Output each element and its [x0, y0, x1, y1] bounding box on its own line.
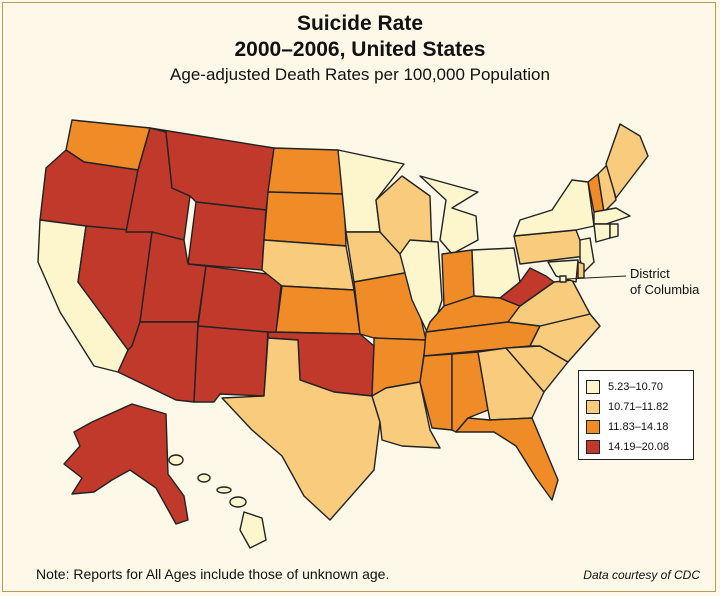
- hawaii-island-maui: [229, 496, 247, 508]
- state-NM[interactable]: [193, 325, 269, 403]
- dc-leader-line: [565, 275, 627, 280]
- state-AK[interactable]: [63, 403, 189, 525]
- hawaii-island-molokai: [216, 486, 232, 494]
- state-MA[interactable]: [593, 207, 631, 225]
- state-ND[interactable]: [267, 147, 345, 195]
- state-SD[interactable]: [263, 191, 347, 247]
- legend-label: 11.83–14.18: [608, 421, 669, 433]
- dc-label-line2: of Columbia: [630, 282, 700, 297]
- legend-swatch: [586, 440, 600, 454]
- hawaii-island-kauai: [168, 454, 184, 466]
- state-LA[interactable]: [371, 381, 441, 449]
- state-DC[interactable]: [559, 275, 567, 283]
- legend-swatch: [586, 420, 600, 434]
- map-title-line2: 2000–2006, United States: [234, 38, 486, 61]
- legend-item: 5.23–10.70: [586, 377, 687, 397]
- state-RI[interactable]: [609, 223, 619, 239]
- state-NY[interactable]: [513, 179, 595, 237]
- dc-label: District of Columbia: [630, 266, 699, 298]
- legend-label: 5.23–10.70: [608, 381, 664, 393]
- legend-item: 11.83–14.18: [586, 417, 687, 437]
- state-KS[interactable]: [275, 285, 361, 335]
- hawaii-island-big: [239, 511, 267, 549]
- state-ME[interactable]: [605, 123, 649, 199]
- state-WV[interactable]: [499, 267, 555, 307]
- state-DE[interactable]: [577, 261, 585, 279]
- legend: 5.23–10.70 10.71–11.82 11.83–14.18 14.19…: [578, 370, 694, 460]
- state-MD[interactable]: [547, 259, 579, 283]
- state-MI[interactable]: [419, 175, 479, 255]
- state-CT[interactable]: [593, 223, 611, 243]
- legend-swatch: [586, 380, 600, 394]
- state-FL[interactable]: [455, 417, 559, 501]
- state-HI[interactable]: [168, 454, 267, 549]
- legend-swatch: [586, 400, 600, 414]
- legend-item: 10.71–11.82: [586, 397, 687, 417]
- dc-label-line1: District: [630, 266, 670, 281]
- state-TX[interactable]: [221, 337, 381, 521]
- state-MS[interactable]: [419, 353, 453, 431]
- map-subtitle: Age-adjusted Death Rates per 100,000 Pop…: [170, 65, 550, 84]
- data-credit: Data courtesy of CDC: [583, 568, 700, 582]
- legend-item: 14.19–20.08: [586, 437, 687, 457]
- hawaii-island-oahu: [197, 473, 211, 483]
- state-WY[interactable]: [187, 201, 267, 271]
- footnote: Note: Reports for All Ages include those…: [36, 566, 390, 582]
- map-title-line1: Suicide Rate: [296, 12, 424, 35]
- state-NH[interactable]: [597, 163, 617, 213]
- legend-label: 14.19–20.08: [608, 441, 670, 453]
- legend-label: 10.71–11.82: [608, 401, 669, 413]
